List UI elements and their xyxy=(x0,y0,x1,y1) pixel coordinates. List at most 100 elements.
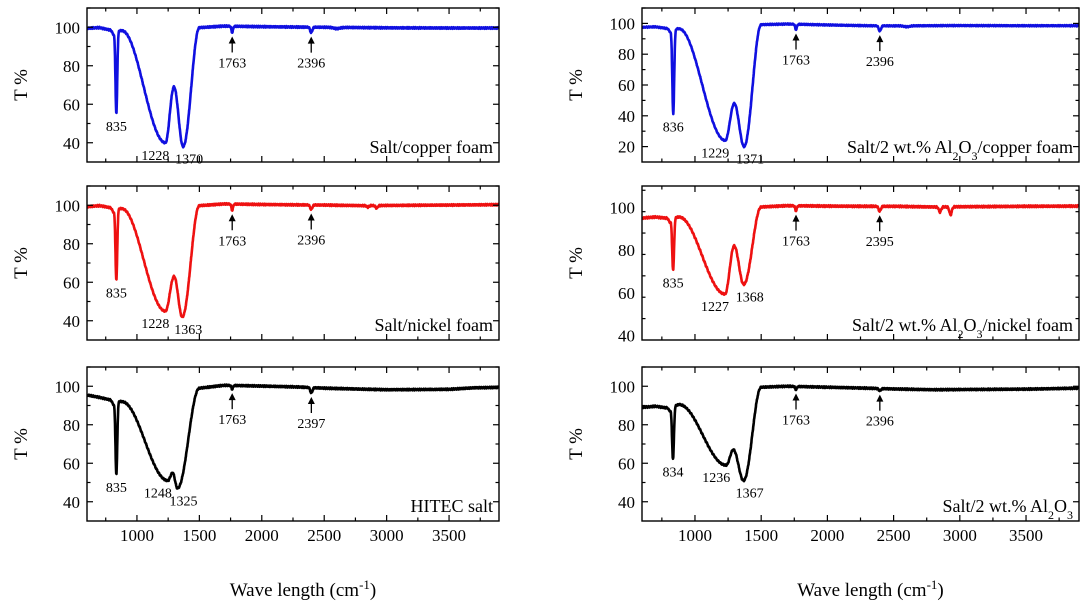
panel-name: Salt/2 wt.% Al2O3 xyxy=(942,496,1073,522)
spectrum-line-p3 xyxy=(87,383,499,490)
panel-name: Salt/2 wt.% Al2O3/nickel foam xyxy=(852,315,1073,341)
y-tick-label: 60 xyxy=(618,76,635,95)
peak-label: 835 xyxy=(106,481,127,496)
x-tick-label: 1000 xyxy=(678,526,712,545)
peak-label: 836 xyxy=(663,120,684,135)
x-tick-label: 3000 xyxy=(943,526,977,545)
x-tick-label: 3500 xyxy=(432,526,466,545)
x-tick-label: 2000 xyxy=(245,526,279,545)
peak-label: 1363 xyxy=(174,323,202,338)
peak-arrowhead xyxy=(876,35,884,43)
peak-label: 1367 xyxy=(736,487,764,502)
y-axis-label: T % xyxy=(11,428,32,460)
y-tick-label: 40 xyxy=(618,107,635,126)
peak-label: 835 xyxy=(106,286,127,301)
x-tick-label: 1500 xyxy=(744,526,778,545)
peak-label: 1763 xyxy=(218,234,246,249)
panel-name: Salt/nickel foam xyxy=(375,315,493,335)
x-tick-label: 3000 xyxy=(370,526,404,545)
y-tick-label: 100 xyxy=(610,14,636,33)
x-tick-label: 2500 xyxy=(307,526,341,545)
panel-name: Salt/2 wt.% Al2O3/copper foam xyxy=(847,137,1073,163)
panel-name-part: HITEC salt xyxy=(411,496,494,516)
y-tick-label: 80 xyxy=(63,235,80,254)
y-tick-label: 100 xyxy=(55,377,81,396)
peak-arrowhead xyxy=(307,213,315,221)
peak-arrowhead xyxy=(228,214,236,222)
y-tick-label: 80 xyxy=(63,416,80,435)
spectrum-line-p5 xyxy=(642,203,1079,296)
y-tick-label: 100 xyxy=(610,198,636,217)
peak-arrowhead xyxy=(876,394,884,402)
peak-arrowhead xyxy=(876,215,884,223)
peak-arrowhead xyxy=(228,36,236,44)
x-axis-label: Wave length (cm-1) xyxy=(797,577,943,602)
panel-name-part: O xyxy=(1054,496,1067,516)
peak-label: 2396 xyxy=(297,57,325,72)
panel-p3: 1000 1500 2000 2500 3000 3500 40 60 80 100 T % 835 1… xyxy=(11,366,500,545)
y-tick-label: 20 xyxy=(618,138,635,157)
peak-label: 1763 xyxy=(782,54,810,69)
panel-name-subscript: 2 xyxy=(953,149,959,163)
x-tick-label: 2000 xyxy=(810,526,844,545)
x-axis-label-superscript: -1 xyxy=(359,577,370,592)
y-tick-label: 40 xyxy=(618,327,635,346)
peak-label: 1763 xyxy=(218,413,246,428)
y-axis-label: T % xyxy=(11,69,32,101)
y-axis-label: T % xyxy=(566,247,587,279)
y-tick-label: 60 xyxy=(618,454,635,473)
panel-name-part: O xyxy=(959,137,972,157)
y-tick-label: 80 xyxy=(63,57,80,76)
y-tick-label: 100 xyxy=(55,196,81,215)
peak-label: 2397 xyxy=(297,417,325,432)
panel-name-part: Salt/2 wt.% Al xyxy=(852,315,958,335)
peak-label: 1763 xyxy=(782,235,810,250)
x-axis-label-part: Wave length (cm xyxy=(797,580,927,601)
peak-label: 834 xyxy=(662,465,683,480)
y-tick-label: 60 xyxy=(63,95,80,114)
panel-name-subscript: 3 xyxy=(1067,508,1073,522)
spectrum-line-p4 xyxy=(642,22,1079,149)
x-axis-label-part: ) xyxy=(937,580,943,601)
y-axis-label: T % xyxy=(566,428,587,460)
peak-label: 2396 xyxy=(866,415,894,430)
x-tick-label: 3500 xyxy=(1009,526,1043,545)
x-tick-label: 1500 xyxy=(182,526,216,545)
y-tick-label: 40 xyxy=(618,493,635,512)
panel-name: Salt/copper foam xyxy=(370,137,493,157)
y-tick-label: 60 xyxy=(63,273,80,292)
y-tick-label: 80 xyxy=(618,45,635,64)
peak-arrowhead xyxy=(792,393,800,401)
y-tick-label: 40 xyxy=(63,493,80,512)
peak-label: 1248 xyxy=(144,487,172,502)
y-tick-label: 100 xyxy=(55,18,81,37)
spectrum-line-p2 xyxy=(87,201,499,319)
peak-label: 2396 xyxy=(297,233,325,248)
y-tick-label: 80 xyxy=(618,241,635,260)
peak-label: 1371 xyxy=(736,153,764,168)
panel-name-part: Salt/nickel foam xyxy=(375,315,493,335)
panel-name-subscript: 2 xyxy=(1048,508,1054,522)
y-tick-label: 60 xyxy=(63,454,80,473)
peak-label: 835 xyxy=(106,120,127,135)
peak-label: 1370 xyxy=(175,153,203,168)
peak-label: 1368 xyxy=(736,290,764,305)
panel-p1: 40 60 80 100 T % 835 1228 1370 1763 2396 Salt/copp… xyxy=(11,7,500,168)
panel-name-part: Salt/2 wt.% Al xyxy=(942,496,1048,516)
peak-label: 1763 xyxy=(218,56,246,71)
panel-name-subscript: 3 xyxy=(972,149,978,163)
x-axis-label-part: Wave length (cm xyxy=(230,580,360,601)
panel-name: HITEC salt xyxy=(411,496,494,516)
panel-p4: 20 40 60 80 100 T % 836 1229 1371 1763 2396 Salt/2 … xyxy=(566,7,1080,168)
y-tick-label: 80 xyxy=(618,416,635,435)
peak-label: 1228 xyxy=(141,317,169,332)
peak-label: 1229 xyxy=(701,146,729,161)
panel-p2: 40 60 80 100 T % 835 1228 1363 1763 2396 Salt/nick… xyxy=(11,185,500,341)
y-axis-label: T % xyxy=(566,69,587,101)
peak-label: 2396 xyxy=(866,55,894,70)
peak-arrowhead xyxy=(307,396,315,404)
spectrum-line-p6 xyxy=(642,384,1079,483)
panel-name-part: /nickel foam xyxy=(983,315,1073,335)
panel-p6: 1000 1500 2000 2500 3000 3500 40 60 80 100 T % 834 1… xyxy=(566,366,1080,545)
